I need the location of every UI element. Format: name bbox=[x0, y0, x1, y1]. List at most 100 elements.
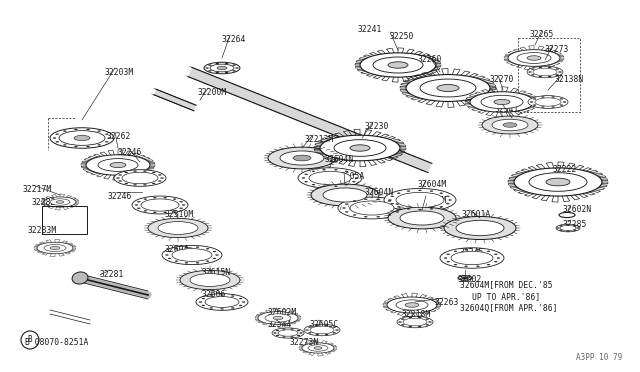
Ellipse shape bbox=[312, 171, 315, 172]
Polygon shape bbox=[188, 67, 432, 173]
Ellipse shape bbox=[180, 208, 182, 209]
Text: 32203M: 32203M bbox=[105, 68, 134, 77]
Ellipse shape bbox=[175, 261, 178, 262]
Text: 32138N: 32138N bbox=[555, 75, 584, 84]
Text: 32605C: 32605C bbox=[310, 320, 339, 329]
Ellipse shape bbox=[180, 201, 182, 202]
Ellipse shape bbox=[470, 92, 534, 112]
Ellipse shape bbox=[420, 79, 476, 97]
Ellipse shape bbox=[418, 326, 421, 327]
Ellipse shape bbox=[158, 174, 161, 176]
Ellipse shape bbox=[419, 209, 422, 210]
Ellipse shape bbox=[560, 225, 576, 231]
Ellipse shape bbox=[391, 203, 394, 204]
Ellipse shape bbox=[444, 257, 447, 259]
Ellipse shape bbox=[527, 56, 541, 60]
Text: 32262: 32262 bbox=[107, 132, 131, 141]
Text: 32604N: 32604N bbox=[325, 155, 355, 164]
Ellipse shape bbox=[116, 177, 120, 179]
Ellipse shape bbox=[388, 199, 392, 201]
Ellipse shape bbox=[272, 328, 304, 338]
Text: 32615N: 32615N bbox=[202, 268, 231, 277]
Text: UP TO APR.'86]: UP TO APR.'86] bbox=[472, 292, 540, 301]
Ellipse shape bbox=[308, 332, 312, 333]
Ellipse shape bbox=[63, 144, 67, 145]
Text: 32265: 32265 bbox=[530, 30, 554, 39]
Ellipse shape bbox=[105, 134, 108, 135]
Text: 32544: 32544 bbox=[268, 320, 292, 329]
Text: 32604: 32604 bbox=[165, 245, 189, 254]
Ellipse shape bbox=[573, 230, 577, 231]
Ellipse shape bbox=[164, 197, 167, 198]
Ellipse shape bbox=[221, 295, 223, 296]
Text: 32310M: 32310M bbox=[165, 210, 195, 219]
Ellipse shape bbox=[310, 326, 334, 334]
Ellipse shape bbox=[418, 317, 421, 318]
Ellipse shape bbox=[377, 216, 380, 217]
Ellipse shape bbox=[481, 95, 523, 109]
Text: 32283M: 32283M bbox=[28, 226, 57, 235]
Ellipse shape bbox=[539, 67, 542, 68]
Ellipse shape bbox=[334, 186, 337, 187]
Ellipse shape bbox=[50, 246, 60, 250]
Ellipse shape bbox=[278, 330, 298, 336]
Ellipse shape bbox=[325, 334, 328, 335]
Ellipse shape bbox=[350, 201, 394, 215]
Ellipse shape bbox=[494, 99, 510, 105]
Ellipse shape bbox=[338, 197, 406, 219]
Ellipse shape bbox=[364, 216, 367, 217]
Ellipse shape bbox=[320, 135, 400, 161]
Ellipse shape bbox=[265, 314, 291, 322]
Ellipse shape bbox=[446, 196, 449, 197]
Ellipse shape bbox=[399, 321, 401, 323]
Ellipse shape bbox=[454, 251, 457, 252]
Ellipse shape bbox=[74, 135, 90, 141]
Ellipse shape bbox=[125, 183, 128, 184]
Ellipse shape bbox=[205, 296, 239, 307]
Text: 32604M: 32604M bbox=[418, 180, 447, 189]
Ellipse shape bbox=[210, 64, 234, 72]
Ellipse shape bbox=[487, 264, 490, 265]
Ellipse shape bbox=[476, 266, 479, 267]
Text: 32263: 32263 bbox=[435, 298, 460, 307]
Text: 32606M: 32606M bbox=[418, 196, 447, 205]
Ellipse shape bbox=[364, 199, 367, 200]
Ellipse shape bbox=[353, 174, 355, 175]
Ellipse shape bbox=[566, 231, 570, 232]
Ellipse shape bbox=[429, 321, 431, 323]
Text: 32260: 32260 bbox=[418, 55, 442, 64]
Ellipse shape bbox=[314, 347, 322, 349]
Ellipse shape bbox=[334, 169, 337, 170]
Ellipse shape bbox=[225, 72, 228, 73]
Text: 32230: 32230 bbox=[365, 122, 389, 131]
Ellipse shape bbox=[258, 312, 298, 324]
Ellipse shape bbox=[333, 332, 335, 333]
Text: 32606: 32606 bbox=[202, 290, 227, 299]
Ellipse shape bbox=[548, 67, 551, 68]
Ellipse shape bbox=[98, 158, 138, 171]
Ellipse shape bbox=[86, 129, 90, 130]
Ellipse shape bbox=[503, 123, 517, 127]
Ellipse shape bbox=[440, 206, 443, 207]
Ellipse shape bbox=[527, 66, 563, 78]
Ellipse shape bbox=[232, 65, 236, 66]
Ellipse shape bbox=[293, 155, 311, 161]
Ellipse shape bbox=[316, 325, 319, 326]
Ellipse shape bbox=[482, 116, 538, 134]
Ellipse shape bbox=[334, 140, 386, 156]
Ellipse shape bbox=[148, 218, 208, 238]
Ellipse shape bbox=[122, 172, 158, 184]
Ellipse shape bbox=[454, 264, 457, 265]
Ellipse shape bbox=[573, 225, 577, 226]
Ellipse shape bbox=[437, 84, 459, 92]
Ellipse shape bbox=[311, 184, 379, 206]
Ellipse shape bbox=[305, 174, 308, 175]
Ellipse shape bbox=[309, 171, 351, 185]
Ellipse shape bbox=[209, 70, 211, 71]
Ellipse shape bbox=[185, 262, 188, 263]
Text: 32200M: 32200M bbox=[198, 88, 227, 97]
Ellipse shape bbox=[50, 199, 70, 205]
Ellipse shape bbox=[225, 63, 228, 64]
Ellipse shape bbox=[162, 246, 222, 264]
Ellipse shape bbox=[204, 62, 240, 74]
